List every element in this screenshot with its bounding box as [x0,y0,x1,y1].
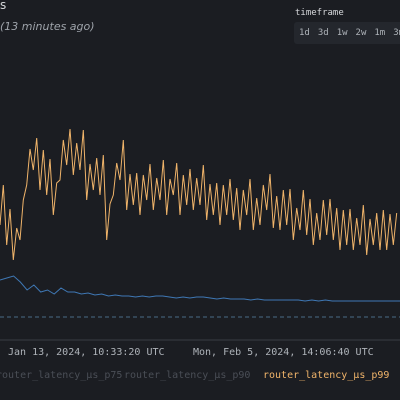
timeframe-1w-button[interactable]: 1w [336,28,348,38]
timeframe-3m-button[interactable]: 3m [393,28,400,38]
legend-item-p90[interactable]: router_latency_μs_p90 [124,370,251,381]
x-tick-label: Mon, Feb 5, 2024, 14:06:40 UTC [193,347,374,358]
series-line-p99 [0,128,398,261]
last-updated-text: (13 minutes ago) [0,20,95,33]
legend-item-p75[interactable]: router_latency_μs_p75 [0,370,123,381]
timeframe-button-group: 1d 3d 1w 2w 1m 3m [294,22,400,44]
legend-item-p99[interactable]: router_latency_μs_p99 [263,370,390,381]
timeframe-1d-button[interactable]: 1d [299,28,310,38]
x-tick-label: Jan 13, 2024, 10:33:20 UTC [8,347,165,358]
x-axis-labels: Jan 13, 2024, 10:33:20 UTC Mon, Feb 5, 2… [0,347,400,361]
series-line-p90 [0,275,400,302]
timeframe-label: timeframe [295,8,344,18]
timeframe-selector: timeframe 1d 3d 1w 2w 1m 3m [294,8,400,44]
chart-title: s [0,0,7,10]
timeframe-2w-button[interactable]: 2w [355,28,367,38]
timeframe-3d-button[interactable]: 3d [317,28,329,38]
chart-legend: router_latency_μs_p75 router_latency_μs_… [0,370,400,386]
timeframe-1m-button[interactable]: 1m [374,28,386,38]
